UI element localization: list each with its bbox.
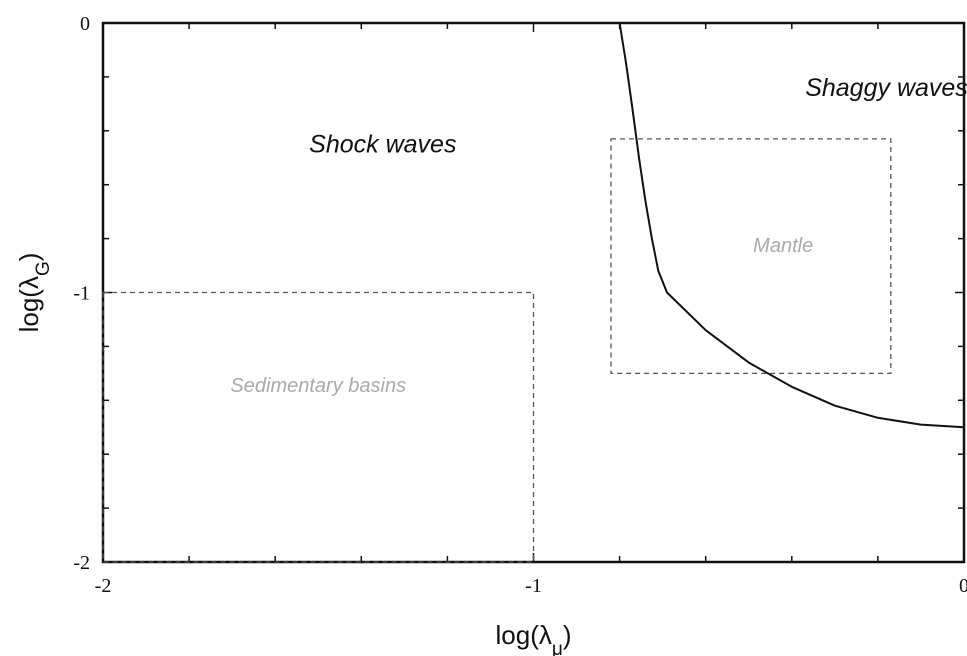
x-tick-label: -2 — [95, 575, 112, 597]
region-box — [610, 138, 892, 374]
boundary-curve — [618, 22, 965, 429]
series-group — [618, 22, 965, 429]
annotation-label: Shock waves — [309, 130, 456, 158]
region-label: Sedimentary basins — [230, 375, 406, 397]
x-axis-title: log(λμ) — [496, 620, 572, 656]
region-box — [102, 291, 535, 563]
chart-labels: -2 -1 0 -2 -1 0 log(λμ) log(λG) Sedimentary basi… — [14, 13, 967, 656]
y-tick-label: -1 — [73, 283, 90, 305]
y-tick-label: 0 — [80, 13, 90, 35]
y-tick-label: -2 — [73, 552, 90, 574]
annotation-label: Shaggy waves — [805, 74, 967, 102]
y-axis-title: log(λG) — [14, 253, 54, 333]
x-tick-label: -1 — [525, 575, 542, 597]
axis-ticks — [102, 22, 965, 563]
region-boxes — [102, 138, 892, 563]
region-label: Mantle — [753, 235, 813, 257]
x-tick-label: 0 — [959, 575, 967, 597]
